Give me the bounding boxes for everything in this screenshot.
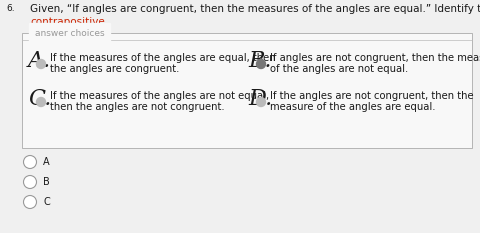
Circle shape bbox=[36, 59, 46, 69]
Text: the angles are congruent.: the angles are congruent. bbox=[49, 64, 179, 74]
Circle shape bbox=[36, 97, 46, 106]
Text: measure of the angles are equal.: measure of the angles are equal. bbox=[269, 102, 435, 112]
Text: A.: A. bbox=[28, 50, 51, 72]
Text: B: B bbox=[43, 177, 50, 187]
Text: of the angles are not equal.: of the angles are not equal. bbox=[269, 64, 408, 74]
Text: C: C bbox=[43, 197, 50, 207]
Text: If the measures of the angles are equal, then: If the measures of the angles are equal,… bbox=[49, 53, 275, 63]
Text: Given, “If angles are congruent, then the measures of the angles are equal.” Ide: Given, “If angles are congruent, then th… bbox=[30, 4, 480, 14]
FancyBboxPatch shape bbox=[22, 33, 472, 148]
Circle shape bbox=[256, 59, 265, 69]
Circle shape bbox=[24, 175, 36, 188]
Circle shape bbox=[256, 97, 265, 106]
Text: B.: B. bbox=[248, 50, 272, 72]
Text: If angles are not congruent, then the measures: If angles are not congruent, then the me… bbox=[269, 53, 480, 63]
Circle shape bbox=[24, 155, 36, 168]
Text: A: A bbox=[43, 157, 49, 167]
Text: contrapositive.: contrapositive. bbox=[30, 17, 108, 27]
Text: If the angles are not congruent, then the: If the angles are not congruent, then th… bbox=[269, 91, 473, 101]
Text: C.: C. bbox=[28, 88, 51, 110]
Text: If the measures of the angles are not equal,: If the measures of the angles are not eq… bbox=[49, 91, 269, 101]
Circle shape bbox=[24, 195, 36, 209]
Text: answer choices: answer choices bbox=[35, 29, 105, 38]
Text: then the angles are not congruent.: then the angles are not congruent. bbox=[49, 102, 224, 112]
Text: 6.: 6. bbox=[6, 4, 14, 13]
Text: D.: D. bbox=[248, 88, 272, 110]
